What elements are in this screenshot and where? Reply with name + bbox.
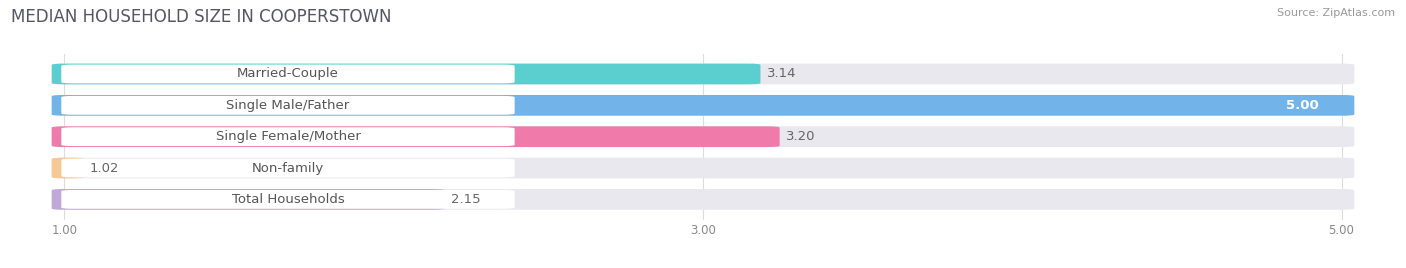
FancyBboxPatch shape	[52, 189, 444, 210]
Text: 5.00: 5.00	[1286, 99, 1319, 112]
FancyBboxPatch shape	[52, 64, 1354, 84]
Text: 1.02: 1.02	[90, 162, 120, 174]
FancyBboxPatch shape	[62, 127, 515, 146]
Text: Single Female/Mother: Single Female/Mother	[215, 130, 360, 143]
Text: Married-Couple: Married-Couple	[238, 68, 339, 80]
FancyBboxPatch shape	[62, 96, 515, 115]
FancyBboxPatch shape	[52, 126, 1354, 147]
FancyBboxPatch shape	[52, 189, 1354, 210]
Text: 3.14: 3.14	[766, 68, 796, 80]
FancyBboxPatch shape	[52, 158, 83, 178]
FancyBboxPatch shape	[52, 158, 1354, 178]
Text: Non-family: Non-family	[252, 162, 325, 174]
FancyBboxPatch shape	[62, 190, 515, 209]
FancyBboxPatch shape	[52, 64, 761, 84]
Text: Source: ZipAtlas.com: Source: ZipAtlas.com	[1277, 8, 1395, 18]
FancyBboxPatch shape	[62, 159, 515, 177]
Text: Total Households: Total Households	[232, 193, 344, 206]
Text: 2.15: 2.15	[451, 193, 481, 206]
FancyBboxPatch shape	[52, 95, 1354, 116]
Text: Single Male/Father: Single Male/Father	[226, 99, 350, 112]
FancyBboxPatch shape	[62, 65, 515, 83]
FancyBboxPatch shape	[52, 126, 779, 147]
Text: MEDIAN HOUSEHOLD SIZE IN COOPERSTOWN: MEDIAN HOUSEHOLD SIZE IN COOPERSTOWN	[11, 8, 392, 26]
Text: 3.20: 3.20	[786, 130, 815, 143]
FancyBboxPatch shape	[52, 95, 1354, 116]
